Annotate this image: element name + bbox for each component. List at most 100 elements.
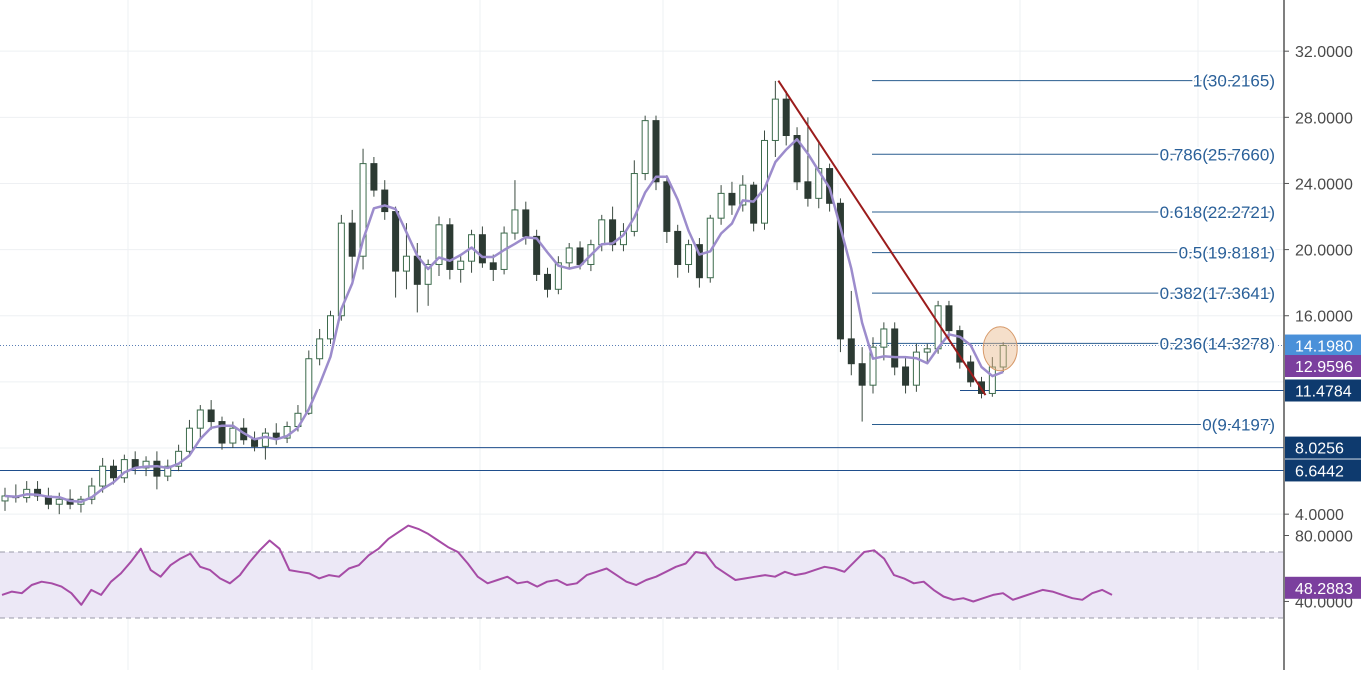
- candlesticks: [1, 80, 1007, 515]
- candle-bearish: [131, 451, 139, 475]
- candle-body: [348, 222, 356, 257]
- price-tag-label: 11.4784: [1295, 384, 1352, 401]
- candle-body: [99, 465, 107, 487]
- candle-bullish: [468, 229, 476, 273]
- candle-bullish: [685, 239, 693, 273]
- price-tag-box: [1285, 436, 1361, 459]
- candle-body: [923, 348, 931, 353]
- candle-bullish: [305, 350, 313, 415]
- candle-body: [261, 432, 269, 447]
- candle-bullish: [88, 477, 96, 505]
- rsi-price-tag: 48.2883: [1285, 576, 1361, 599]
- candle-bullish: [327, 310, 334, 344]
- candle-bullish: [120, 454, 128, 483]
- candle-bullish: [717, 185, 725, 225]
- candle-body: [392, 211, 400, 272]
- candle-bullish: [77, 495, 85, 513]
- candle-body: [739, 184, 747, 206]
- axis-tick-label: 24.0000: [1295, 176, 1353, 193]
- candle-body: [858, 363, 866, 386]
- candle-bearish: [489, 254, 497, 282]
- axis-tick-label: 32.0000: [1295, 44, 1353, 61]
- candle-body: [402, 255, 410, 272]
- candle-body: [327, 315, 334, 340]
- moving-average-line: [4, 137, 1004, 504]
- rsi-axis-tick-label: 80.0000: [1295, 529, 1353, 546]
- price-tag-label: 8.0256: [1295, 441, 1344, 458]
- candle-body: [912, 351, 920, 386]
- candle-body: [413, 255, 421, 285]
- rsi-panel: [0, 524, 1284, 619]
- candle-bearish: [902, 357, 910, 394]
- candle-body: [836, 202, 844, 340]
- candle-bearish: [34, 481, 42, 501]
- candle-body: [207, 409, 215, 423]
- candle-body: [142, 460, 150, 469]
- candle-body: [695, 244, 703, 279]
- candle-body: [522, 209, 530, 237]
- candle-body: [316, 338, 324, 360]
- candle-bearish: [674, 224, 682, 278]
- candle-bullish: [1, 487, 9, 511]
- candle-bullish: [912, 343, 920, 392]
- candle-bearish: [272, 423, 280, 445]
- price-tags: 14.1980 12.9596 11.4784 8.0256 6.6442 48.2883: [1285, 334, 1361, 599]
- price-tag-box: [1285, 576, 1361, 599]
- candle-body: [359, 163, 367, 257]
- candle-body: [164, 465, 172, 477]
- price-tag-box: [1285, 459, 1361, 482]
- fib-level-label: 0.382(17.3641): [1160, 284, 1275, 303]
- price-tag: 12.9596: [1285, 355, 1361, 378]
- axis-tick-label: 28.0000: [1295, 110, 1353, 127]
- fib-level-label: 0(9.4197): [1202, 416, 1275, 435]
- candle-body: [370, 163, 378, 191]
- candle-bullish: [565, 242, 573, 270]
- candle-body: [782, 98, 790, 137]
- candle-bullish: [164, 459, 172, 482]
- candle-body: [793, 135, 801, 183]
- candle-body: [663, 181, 671, 232]
- candle-bearish: [945, 300, 953, 339]
- candle-body: [478, 234, 486, 264]
- candle-bullish: [99, 457, 107, 493]
- candle-bullish: [316, 328, 324, 366]
- candle-bearish: [750, 181, 758, 232]
- candle-bullish: [630, 160, 638, 237]
- price-tag: 14.1980: [1285, 334, 1361, 357]
- candle-bearish: [218, 416, 226, 450]
- candle-bearish: [110, 459, 117, 485]
- support-lines: [0, 345, 1284, 471]
- axis-tick-label: 4.0000: [1295, 507, 1344, 524]
- candle-bearish: [804, 117, 812, 207]
- candle-body: [88, 485, 96, 500]
- candle-bearish: [478, 226, 486, 268]
- price-tag-box: [1285, 379, 1361, 402]
- candle-body: [381, 189, 389, 213]
- candle-body: [229, 427, 237, 444]
- price-tag-box: [1285, 355, 1361, 378]
- candle-bullish: [880, 322, 888, 361]
- candle-body: [728, 192, 736, 206]
- candle-bullish: [815, 140, 823, 209]
- candle-bearish: [44, 487, 52, 510]
- price-tag-label: 48.2883: [1295, 581, 1353, 598]
- fib-level-label: 0.236(14.3278): [1160, 334, 1275, 353]
- candle-bearish: [370, 157, 378, 197]
- candle-body: [869, 346, 877, 386]
- candle-bearish: [153, 451, 161, 490]
- candle-bullish: [337, 214, 345, 321]
- candle-bearish: [793, 127, 801, 191]
- candle-bullish: [739, 175, 747, 212]
- highlight-circle: [982, 326, 1018, 372]
- candle-body: [153, 460, 161, 477]
- candle-bearish: [782, 90, 790, 146]
- candle-body: [880, 328, 888, 348]
- candle-body: [902, 366, 910, 386]
- candle-body: [120, 459, 128, 479]
- candle-bearish: [207, 400, 215, 430]
- fib-level-label: 0.5(19.8181): [1179, 244, 1275, 263]
- candle-bearish: [956, 325, 964, 369]
- moving-average: [4, 137, 1004, 504]
